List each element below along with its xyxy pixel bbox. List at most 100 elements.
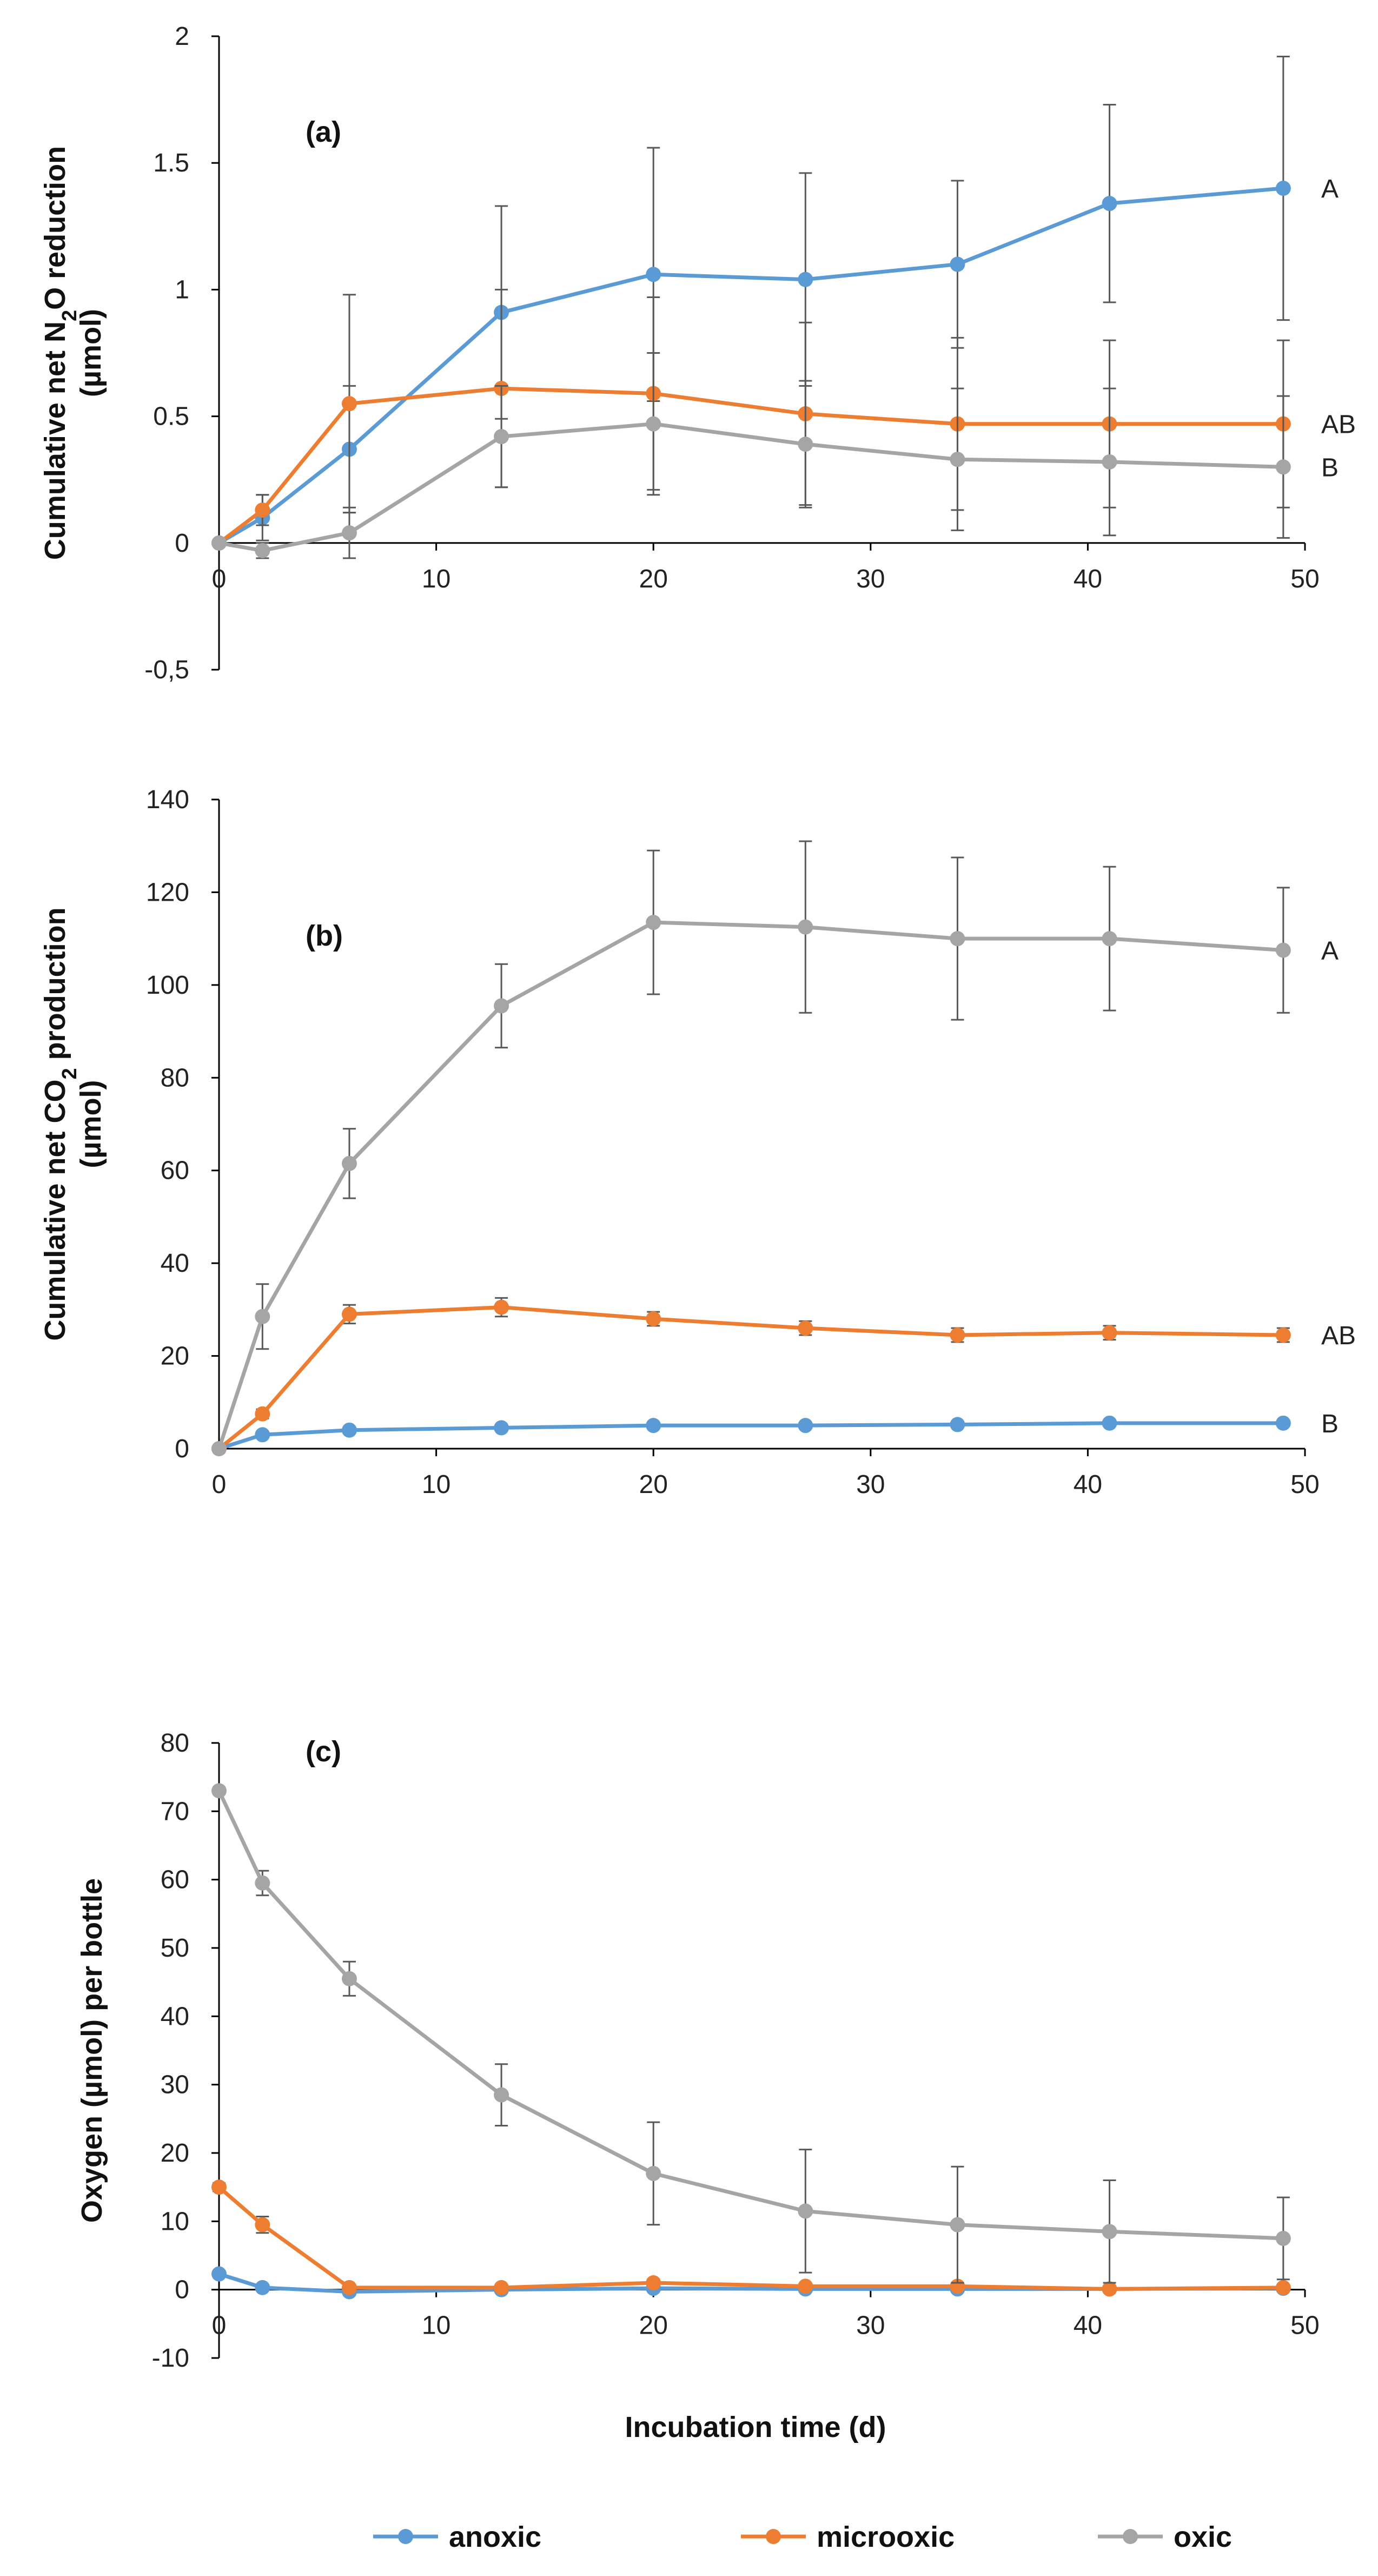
series-oxic: B (211, 352, 1339, 559)
y-axis-title-part: Cumulative net CO (39, 1080, 71, 1341)
data-point-microoxic (255, 502, 270, 518)
data-point-microoxic (494, 1299, 509, 1315)
legend-label: microoxic (817, 2521, 955, 2553)
series-line-oxic (217, 1789, 1283, 2241)
x-tick-label: 40 (1074, 2311, 1102, 2340)
y-tick-label: 10 (161, 2207, 189, 2236)
x-tick-label: 0 (212, 1470, 227, 1499)
legend-label: oxic (1174, 2521, 1232, 2553)
data-point-anoxic (798, 1418, 813, 1434)
data-point-anoxic (1275, 181, 1291, 196)
series-line-microoxic (217, 386, 1283, 545)
series-oxic (211, 1783, 1291, 2284)
legend-item-microoxic: microoxic (741, 2521, 955, 2553)
series-line-anoxic (218, 186, 1284, 545)
data-point-oxic (646, 416, 661, 432)
data-point-oxic (950, 452, 965, 467)
legend-swatch-marker (766, 2529, 781, 2544)
y-tick-label: 20 (161, 2139, 189, 2168)
x-tick-label: 50 (1290, 565, 1319, 593)
data-point-oxic (1102, 2224, 1117, 2240)
legend-label: anoxic (449, 2521, 541, 2553)
y-axis-title: Cumulative net CO2 production (39, 907, 81, 1340)
data-point-oxic (341, 1971, 357, 1986)
subscript: 2 (58, 1068, 81, 1079)
panel-label: (c) (306, 1735, 341, 1768)
series-line-microoxic (217, 2185, 1283, 2291)
legend-item-anoxic: anoxic (373, 2521, 541, 2553)
data-point-microoxic (1102, 1325, 1117, 1340)
data-point-microoxic (211, 2179, 227, 2195)
series-line-oxic (217, 920, 1284, 1450)
data-point-oxic (1102, 931, 1117, 947)
y-tick-label: -10 (152, 2344, 189, 2373)
data-point-oxic (255, 543, 270, 558)
data-point-anoxic (255, 1427, 270, 1443)
data-point-microoxic (646, 2275, 661, 2291)
data-point-oxic (1102, 454, 1117, 470)
data-point-microoxic (1275, 1327, 1291, 1343)
data-point-oxic (1275, 2230, 1291, 2246)
series-line-anoxic (218, 1421, 1283, 1451)
y-tick-label: 0.5 (153, 402, 189, 431)
legend: anoxic microoxic oxic (373, 2521, 1232, 2553)
data-point-oxic (494, 429, 509, 445)
series-anoxic: A (211, 55, 1339, 551)
x-tick-label: 50 (1290, 1470, 1319, 1499)
data-point-microoxic (646, 1311, 661, 1326)
data-point-oxic (255, 1875, 270, 1891)
data-point-oxic (494, 998, 509, 1014)
data-point-oxic (646, 2165, 661, 2181)
data-point-oxic (341, 525, 357, 541)
x-tick-label: 30 (856, 1470, 885, 1499)
data-point-microoxic (798, 1320, 813, 1336)
data-point-oxic (255, 1309, 270, 1324)
significance-label: B (1321, 1410, 1339, 1438)
data-point-anoxic (1102, 1415, 1117, 1431)
series-oxic: A (211, 840, 1339, 1456)
y-tick-label: 80 (161, 1729, 189, 1758)
data-point-anoxic (950, 256, 965, 272)
y-tick-label: 1.5 (153, 149, 189, 177)
y-axis-title: Oxygen (µmol) per bottle (76, 1878, 108, 2223)
y-axis-title: (µmol) (75, 1080, 107, 1168)
y-axis-title-part: Cumulative net N (39, 321, 71, 560)
y-tick-label: 140 (146, 785, 189, 814)
data-point-oxic (211, 535, 227, 551)
y-tick-label: 40 (161, 2002, 189, 2031)
data-point-oxic (341, 1155, 357, 1171)
data-point-anoxic (255, 2280, 270, 2295)
x-tick-label: 30 (856, 565, 885, 593)
data-point-oxic (211, 1441, 227, 1456)
y-tick-label: 50 (161, 1934, 189, 1963)
y-tick-label: 2 (175, 22, 189, 51)
legend-item-oxic: oxic (1098, 2521, 1232, 2553)
y-tick-label: 20 (161, 1342, 189, 1371)
data-point-anoxic (1275, 1415, 1291, 1431)
y-tick-label: 40 (161, 1249, 189, 1278)
y-tick-label: 0 (175, 2276, 189, 2304)
data-point-anoxic (798, 272, 813, 287)
data-point-oxic (1275, 459, 1291, 475)
y-tick-label: 100 (146, 971, 189, 1000)
significance-label: AB (1321, 411, 1356, 439)
y-tick-label: 60 (161, 1157, 189, 1185)
x-tick-label: 0 (212, 2311, 227, 2340)
data-point-oxic (646, 915, 661, 930)
data-point-oxic (798, 2203, 813, 2219)
data-point-oxic (950, 2217, 965, 2232)
panel-c: -10 0 10 20 30 40 50 60 70 80 0 10 20 30 40 50 Oxygen (µ… (76, 1729, 1320, 2443)
y-tick-label: 0 (175, 1435, 189, 1463)
data-point-microoxic (341, 396, 357, 412)
x-tick-label: 20 (639, 565, 668, 593)
x-tick-label: 10 (422, 1470, 451, 1499)
x-axis-title: Incubation time (d) (625, 2411, 886, 2443)
y-tick-label: 0 (175, 529, 189, 558)
significance-label: B (1321, 453, 1339, 482)
x-tick-label: 10 (422, 2311, 451, 2340)
x-tick-label: 10 (422, 565, 451, 593)
data-point-anoxic (950, 1417, 965, 1432)
y-axis-title-part: (µmol) (75, 1080, 107, 1168)
